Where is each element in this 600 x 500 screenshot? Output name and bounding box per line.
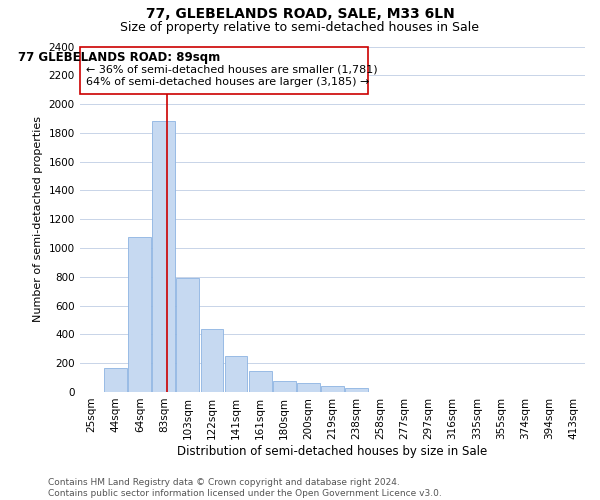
Bar bbox=[345, 388, 368, 392]
Text: ← 36% of semi-detached houses are smaller (1,781): ← 36% of semi-detached houses are smalle… bbox=[86, 64, 377, 74]
Bar bbox=[152, 122, 175, 392]
Text: 77, GLEBELANDS ROAD, SALE, M33 6LN: 77, GLEBELANDS ROAD, SALE, M33 6LN bbox=[146, 8, 454, 22]
X-axis label: Distribution of semi-detached houses by size in Sale: Distribution of semi-detached houses by … bbox=[177, 444, 487, 458]
Text: 64% of semi-detached houses are larger (3,185) →: 64% of semi-detached houses are larger (… bbox=[86, 77, 369, 87]
Bar bbox=[128, 237, 151, 392]
Bar bbox=[224, 356, 247, 392]
Bar bbox=[104, 368, 127, 392]
Text: Size of property relative to semi-detached houses in Sale: Size of property relative to semi-detach… bbox=[121, 21, 479, 34]
Y-axis label: Number of semi-detached properties: Number of semi-detached properties bbox=[33, 116, 43, 322]
FancyBboxPatch shape bbox=[80, 46, 368, 94]
Bar bbox=[248, 371, 272, 392]
Bar bbox=[321, 386, 344, 392]
Bar bbox=[200, 330, 223, 392]
Bar bbox=[297, 382, 320, 392]
Bar bbox=[176, 278, 199, 392]
Bar bbox=[273, 381, 296, 392]
Text: Contains HM Land Registry data © Crown copyright and database right 2024.
Contai: Contains HM Land Registry data © Crown c… bbox=[48, 478, 442, 498]
Text: 77 GLEBELANDS ROAD: 89sqm: 77 GLEBELANDS ROAD: 89sqm bbox=[18, 51, 220, 64]
